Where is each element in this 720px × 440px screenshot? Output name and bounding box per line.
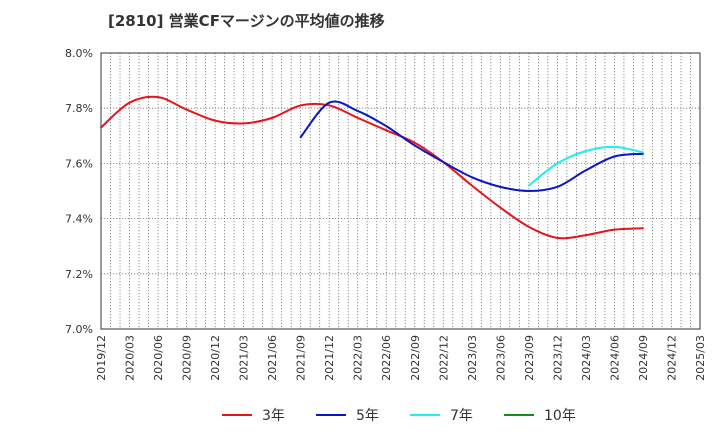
legend: 3年 5年 7年 10年 <box>222 408 576 424</box>
x-tick-label: 2022/12 <box>437 335 450 381</box>
x-tick-label: 2025/03 <box>694 335 707 381</box>
x-tick-label: 2021/09 <box>295 335 308 381</box>
x-tick-label: 2020/09 <box>181 335 194 381</box>
series-line-2 <box>299 100 644 192</box>
x-tick-label: 2024/12 <box>665 335 678 381</box>
chart-title: [2810] 営業CFマージンの平均値の推移 <box>108 12 385 30</box>
series-line-3 <box>527 145 644 187</box>
legend-label-4: 10年 <box>544 408 576 424</box>
x-tick-label: 2022/09 <box>409 335 422 381</box>
x-tick-label: 2019/12 <box>95 335 108 381</box>
legend-label-2: 5年 <box>356 408 379 424</box>
x-tick-label: 2023/03 <box>466 335 479 381</box>
y-tick-label: 7.6% <box>65 157 93 170</box>
plot-background <box>101 53 700 329</box>
y-tick-label: 8.0% <box>65 47 93 60</box>
x-tick-label: 2021/03 <box>238 335 251 381</box>
series-line-1 <box>100 95 644 240</box>
x-tick-label: 2022/03 <box>352 335 365 381</box>
x-tick-label: 2024/09 <box>637 335 650 381</box>
legend-label-1: 3年 <box>262 408 285 424</box>
x-tick-label: 2020/03 <box>124 335 137 381</box>
y-tick-label: 7.2% <box>65 268 93 281</box>
y-tick-label: 7.8% <box>65 102 93 115</box>
y-tick-label: 7.0% <box>65 323 93 336</box>
x-tick-label: 2023/09 <box>523 335 536 381</box>
x-tick-label: 2020/12 <box>209 335 222 381</box>
x-tick-label: 2024/03 <box>580 335 593 381</box>
axis-layer: 7.0% 7.2% 7.4% 7.6% 7.8% 8.0% 2019/12 2020/03 20… <box>65 47 707 381</box>
plot-border <box>100 52 701 330</box>
x-tick-label: 2021/06 <box>266 335 279 381</box>
legend-label-3: 7年 <box>450 408 473 424</box>
series-layer <box>100 95 644 240</box>
grid-layer <box>101 53 700 329</box>
x-tick-label: 2020/06 <box>152 335 165 381</box>
x-tick-label: 2023/06 <box>494 335 507 381</box>
x-tick-label: 2023/12 <box>551 335 564 381</box>
x-tick-label: 2021/12 <box>323 335 336 381</box>
x-tick-label: 2024/06 <box>608 335 621 381</box>
x-tick-label: 2022/06 <box>380 335 393 381</box>
y-tick-label: 7.4% <box>65 213 93 226</box>
